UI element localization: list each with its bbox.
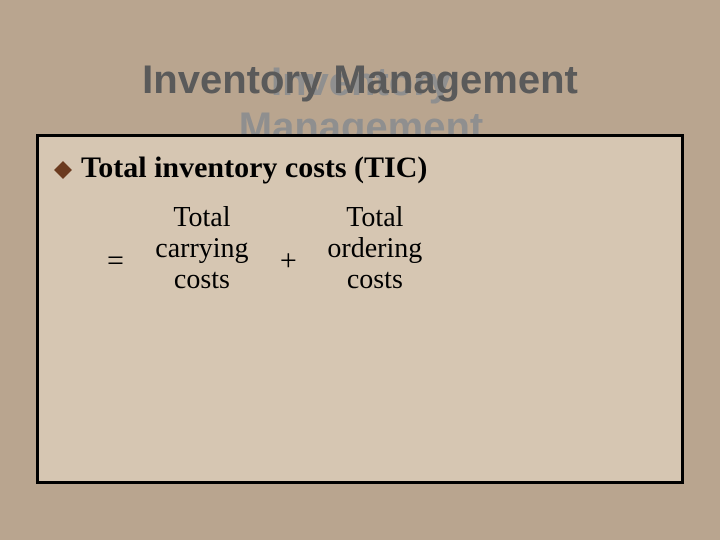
term1-line2: carrying: [142, 234, 262, 265]
slide-title: Inventory Management Inventory Managemen…: [142, 58, 578, 103]
diamond-bullet-icon: [53, 160, 73, 180]
slide: Inventory Management Inventory Managemen…: [0, 0, 720, 540]
term2-line3: costs: [315, 265, 435, 296]
term2-line2: ordering: [315, 234, 435, 265]
title-text: Inventory Management: [142, 58, 578, 102]
bullet-row: Total inventory costs (TIC): [53, 151, 427, 185]
equation: = Total carrying costs + Total ordering …: [89, 203, 435, 295]
equation-term-carrying: Total carrying costs: [142, 203, 262, 295]
term1-line1: Total: [142, 203, 262, 234]
plus-sign: +: [262, 244, 315, 278]
equation-term-ordering: Total ordering costs: [315, 203, 435, 295]
bullet-text: Total inventory costs (TIC): [81, 151, 427, 185]
title-container: Inventory Management Inventory Managemen…: [0, 58, 720, 103]
equals-sign: =: [89, 244, 142, 278]
content-box: Total inventory costs (TIC) = Total carr…: [36, 134, 684, 484]
term2-line1: Total: [315, 203, 435, 234]
term1-line3: costs: [142, 265, 262, 296]
